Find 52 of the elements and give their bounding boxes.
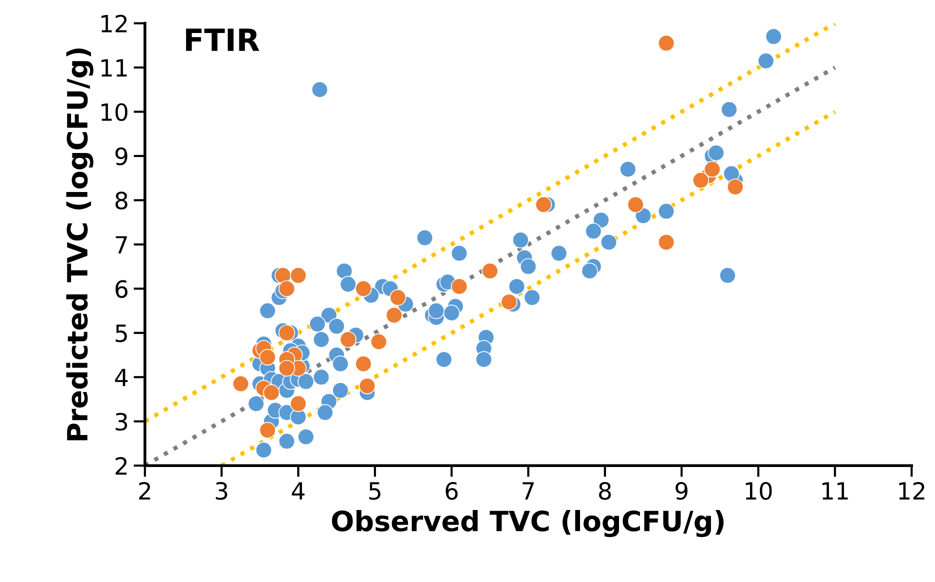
point	[482, 262, 498, 280]
x-tick-label: 2	[139, 482, 150, 500]
x-tick-label: 10	[746, 482, 772, 500]
point	[290, 395, 307, 412]
point	[627, 196, 644, 213]
y-tick-label: 3	[116, 412, 128, 431]
y-tick-label: 12	[102, 14, 127, 32]
chart-title: FTIR	[186, 28, 260, 51]
point	[370, 333, 388, 350]
x-tick-label: 6	[446, 482, 458, 500]
point	[278, 280, 296, 298]
point	[355, 280, 372, 298]
point	[259, 422, 276, 439]
y-tick-label: 10	[102, 103, 128, 122]
y-tick-label: 2	[116, 457, 127, 475]
point	[274, 267, 292, 284]
y-axis-title: Predicted TVC (logCFU/g)	[66, 48, 94, 440]
x-axis-title: Observed TVC (logCFU/g)	[332, 510, 724, 538]
x-tick-label: 7	[522, 482, 534, 500]
point	[692, 172, 710, 189]
y-tick-label: 8	[116, 192, 128, 210]
point	[358, 378, 376, 394]
x-tick-label: 8	[599, 482, 611, 500]
point	[386, 306, 402, 324]
point	[500, 294, 518, 310]
point	[340, 331, 356, 348]
y-tick-label: 11	[102, 59, 127, 76]
point	[726, 178, 744, 196]
y-tick-label: 9	[115, 147, 128, 166]
point	[535, 196, 552, 213]
y-tick-label: 4	[115, 368, 128, 386]
y-tick-label: 6	[116, 280, 128, 298]
point	[290, 267, 307, 284]
point	[278, 324, 296, 342]
point	[658, 34, 675, 52]
x-tick-label: 5	[369, 482, 380, 500]
point	[450, 278, 468, 295]
x-tick-label: 3	[216, 482, 228, 500]
x-tick-label: 4	[292, 482, 304, 500]
x-tick-label: 12	[899, 482, 924, 500]
point	[355, 356, 372, 372]
point	[263, 384, 280, 401]
point	[704, 160, 721, 178]
point	[658, 234, 675, 251]
point	[390, 289, 406, 306]
y-tick-label: 7	[116, 236, 127, 254]
y-tick-label: 5	[116, 324, 127, 342]
x-tick-label: 11	[822, 482, 848, 500]
point	[232, 375, 250, 392]
point	[259, 348, 276, 366]
point	[278, 360, 296, 377]
x-tick-label: 9	[676, 482, 688, 500]
